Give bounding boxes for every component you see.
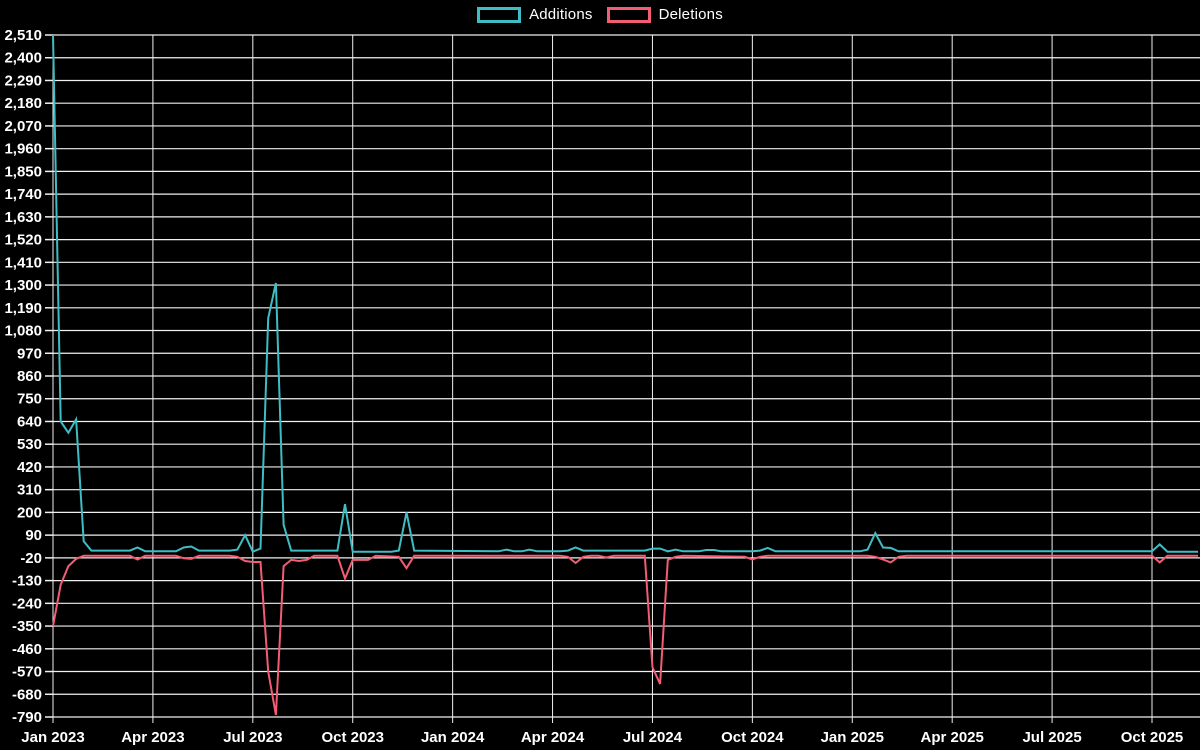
- additions-line: [52, 34, 1199, 553]
- legend-item-additions[interactable]: Additions: [477, 6, 593, 23]
- y-axis-tick-label: -460: [12, 641, 42, 658]
- x-axis-tick-label: Jan 2024: [421, 729, 485, 746]
- y-axis-tick-label: -240: [12, 595, 42, 612]
- x-axis-tick-label: Apr 2023: [121, 729, 184, 746]
- y-axis-tick-label: 420: [17, 459, 42, 476]
- y-axis-tick-label: 860: [17, 368, 42, 385]
- y-axis-tick-label: 2,070: [4, 118, 42, 135]
- y-axis-tick-label: -680: [12, 686, 42, 703]
- y-axis-tick-label: -570: [12, 664, 42, 681]
- y-axis-tick-label: 1,080: [4, 323, 42, 340]
- y-axis-tick-label: 310: [17, 482, 42, 499]
- y-axis-tick-label: 2,400: [4, 50, 42, 67]
- deletions-line: [52, 554, 1199, 716]
- y-axis-tick-label: -790: [12, 709, 42, 726]
- y-axis-tick-label: -130: [12, 573, 42, 590]
- y-axis-tick-label: 1,630: [4, 209, 42, 226]
- x-axis-tick-label: Jul 2025: [1022, 729, 1081, 746]
- legend-item-deletions[interactable]: Deletions: [606, 6, 723, 23]
- y-axis-tick-label: 2,180: [4, 95, 42, 112]
- x-axis-tick-label: Jan 2025: [821, 729, 884, 746]
- x-axis-tick-label: Jul 2024: [623, 729, 683, 746]
- x-axis-tick-label: Apr 2024: [521, 729, 585, 746]
- y-axis-tick-label: 970: [17, 345, 42, 362]
- y-axis-tick-label: -20: [20, 550, 42, 567]
- y-axis-tick-label: 1,850: [4, 163, 42, 180]
- y-axis-tick-label: 1,300: [4, 277, 42, 294]
- y-axis-tick-label: -350: [12, 618, 42, 635]
- y-axis-tick-label: 1,410: [4, 254, 42, 271]
- y-axis-tick-label: 2,290: [4, 72, 42, 89]
- deletions-swatch-icon: [606, 6, 651, 23]
- y-axis-tick-label: 640: [17, 413, 42, 430]
- y-axis-tick-label: 1,190: [4, 300, 42, 317]
- legend-label-deletions: Deletions: [658, 6, 723, 23]
- x-axis-tick-label: Oct 2023: [321, 729, 384, 746]
- y-axis-tick-label: 1,520: [4, 232, 42, 249]
- y-axis-tick-label: 1,740: [4, 186, 42, 203]
- x-axis-tick-label: Apr 2025: [920, 729, 983, 746]
- y-axis-tick-label: 200: [17, 504, 42, 521]
- y-axis-tick-label: 90: [25, 527, 42, 544]
- x-axis-tick-label: Oct 2024: [721, 729, 784, 746]
- legend-label-additions: Additions: [529, 6, 593, 23]
- additions-swatch-icon: [477, 6, 522, 23]
- y-axis-tick-label: 2,510: [4, 27, 42, 44]
- y-axis-tick-label: 750: [17, 391, 42, 408]
- y-axis-tick-label: 530: [17, 436, 42, 453]
- x-axis-tick-label: Oct 2025: [1121, 729, 1184, 746]
- x-axis-tick-label: Jul 2023: [223, 729, 282, 746]
- x-axis-tick-label: Jan 2023: [21, 729, 84, 746]
- y-axis-tick-label: 1,960: [4, 141, 42, 158]
- chart-legend: Additions Deletions: [0, 6, 1200, 23]
